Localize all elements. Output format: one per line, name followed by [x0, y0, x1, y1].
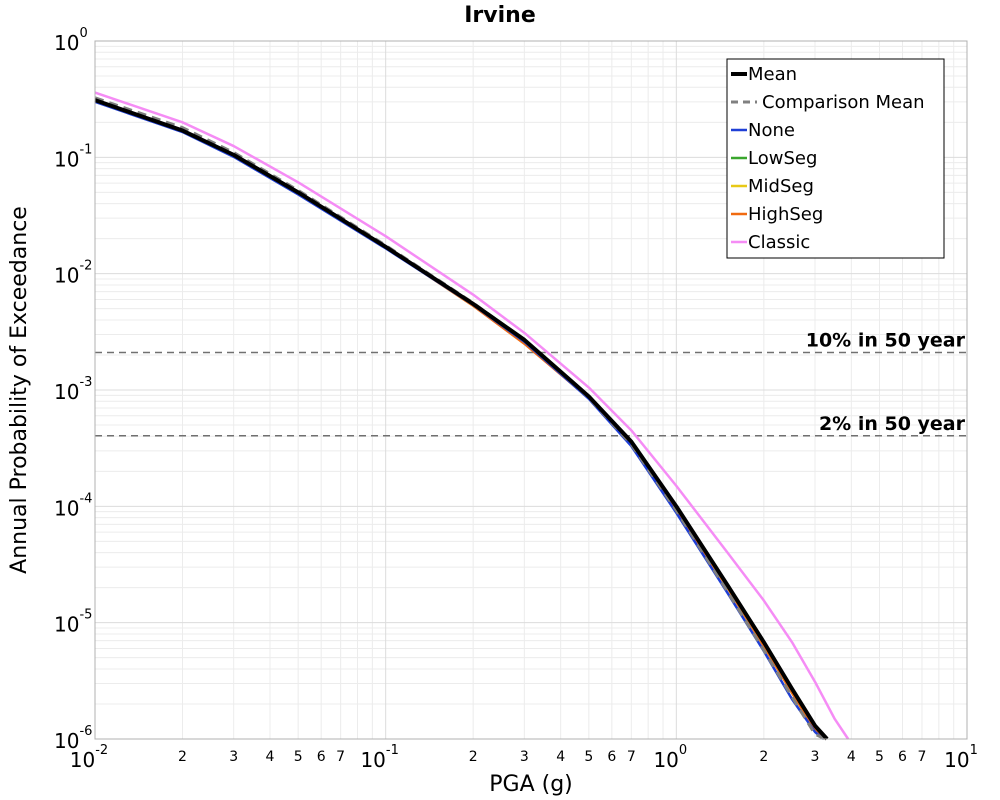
series-lines	[94, 91, 850, 741]
x-minor-tick-label: 5	[584, 749, 593, 765]
reference-lines: 10% in 50 year 2% in 50 year	[95, 330, 967, 437]
legend-label: Mean	[748, 64, 797, 85]
legend-label: LowSeg	[748, 148, 817, 169]
legend-label: Classic	[748, 232, 810, 253]
chart-title: Irvine	[464, 3, 536, 28]
x-minor-tick-label: 4	[266, 749, 275, 765]
legend-label: MidSeg	[748, 176, 814, 197]
y-major-tick-label: 10-5	[54, 608, 92, 637]
reference-line-label: 10% in 50 year	[806, 330, 966, 352]
x-minor-tick-label: 5	[875, 749, 884, 765]
x-minor-tick-label: 7	[918, 749, 927, 765]
x-axis-label: PGA (g)	[489, 772, 573, 797]
legend-box	[726, 58, 945, 259]
plot-area-frame	[94, 40, 968, 740]
legend-label: HighSeg	[748, 204, 823, 225]
x-minor-tick-label: 7	[336, 749, 345, 765]
y-axis-label: Annual Probability of Exceedance	[7, 206, 32, 574]
x-minor-tick-label: 4	[556, 749, 565, 765]
x-minor-tick-label: 2	[469, 749, 478, 765]
x-minor-tick-label: 4	[847, 749, 856, 765]
x-minor-tick-label: 5	[294, 749, 303, 765]
reference-line-label: 2% in 50 year	[819, 413, 966, 435]
x-minor-tick-label: 7	[627, 749, 636, 765]
series-line-mean	[94, 98, 829, 741]
x-minor-tick-label: 3	[229, 749, 238, 765]
x-minor-tick-label: 6	[898, 749, 907, 765]
x-minor-tick-label: 3	[520, 749, 529, 765]
x-minor-tick-label: 2	[759, 749, 768, 765]
x-minor-tick-label: 2	[178, 749, 187, 765]
x-minor-tick-label: 6	[607, 749, 616, 765]
x-minor-tick-label: 3	[811, 749, 820, 765]
series-line-classic	[94, 91, 850, 740]
legend: Mean Comparison Mean None LowSeg MidSeg HighS…	[726, 58, 945, 259]
legend-label: Comparison Mean	[762, 92, 925, 113]
x-minor-tick-label: 6	[317, 749, 326, 765]
legend-label: None	[748, 120, 795, 141]
